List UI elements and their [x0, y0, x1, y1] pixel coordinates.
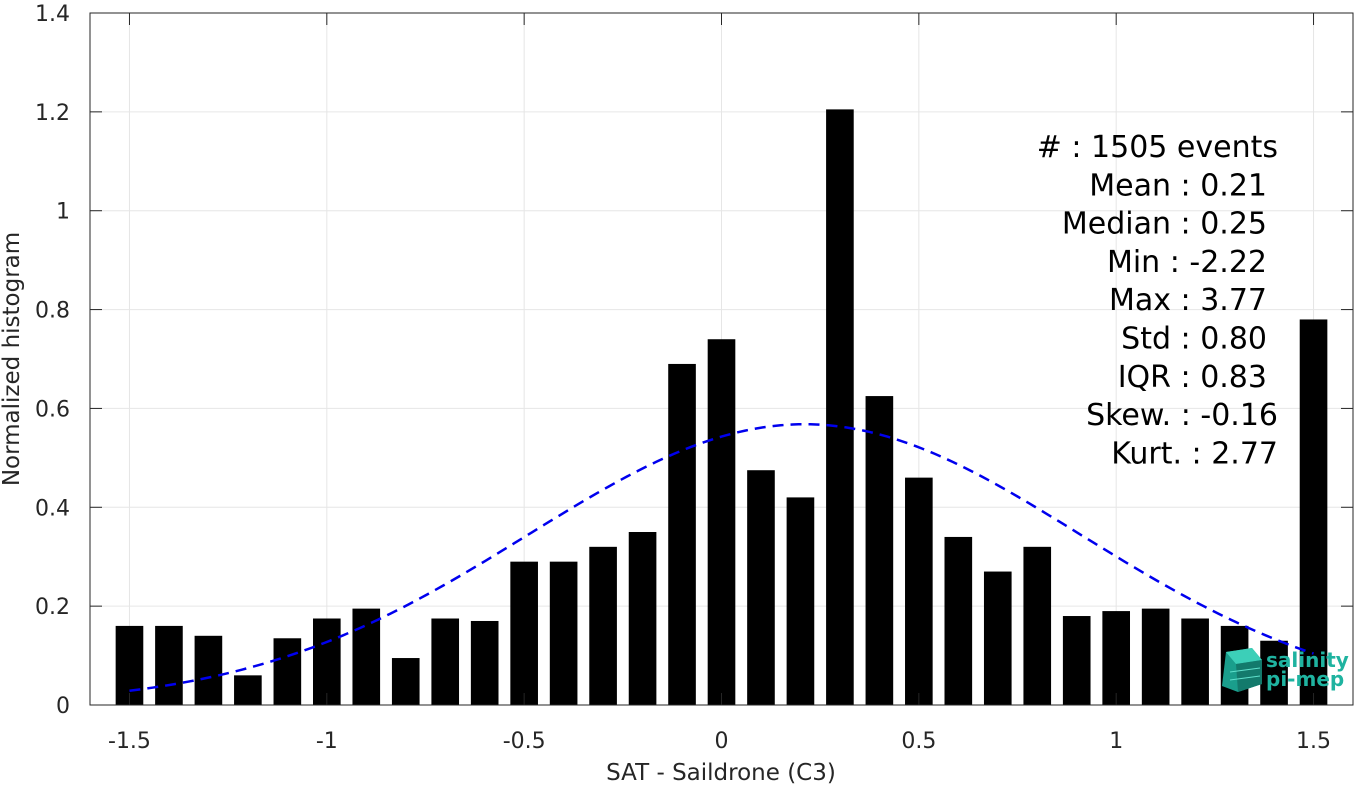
stats-line: Median : 0.25 [1062, 207, 1267, 242]
x-axis-label: SAT - Saildrone (C3) [606, 760, 836, 785]
histogram-bar [747, 470, 775, 705]
histogram-bar [786, 497, 815, 705]
y-tick-label: 1 [56, 200, 70, 225]
histogram-bar [470, 620, 499, 705]
histogram-bar [1299, 319, 1328, 705]
histogram-bar [1023, 546, 1052, 705]
histogram-bar [155, 625, 183, 705]
histogram-bar [312, 618, 341, 705]
stats-line: Skew. : -0.16 [1086, 398, 1278, 433]
x-tick-label: 1.5 [1296, 729, 1331, 754]
x-axis-ticks: -1.5 -1 -0.5 0 0.5 1 1.5 [108, 13, 1331, 754]
y-tick-label: 0 [56, 694, 70, 719]
x-tick-label: -0.5 [503, 729, 546, 754]
y-axis-ticks: 0 0.2 0.4 0.6 0.8 1 1.2 1.4 [35, 2, 1353, 719]
y-tick-label: 0.6 [35, 397, 70, 422]
logo-line1: salinity [1266, 648, 1349, 672]
histogram-bar [905, 477, 933, 705]
histogram-bars [115, 109, 1328, 705]
y-tick-label: 0.2 [35, 595, 70, 620]
histogram-bar [391, 658, 420, 705]
y-tick-label: 1.4 [35, 2, 70, 27]
histogram-bar [431, 618, 460, 705]
histogram-bar [865, 396, 894, 705]
histogram-bar [194, 635, 223, 705]
histogram-bar [1181, 618, 1209, 705]
logo-emblem-icon [1222, 648, 1262, 692]
x-tick-label: 0 [715, 729, 729, 754]
histogram-bar [510, 561, 538, 705]
normal-fit-curve [129, 422, 1314, 693]
histogram-bar [589, 546, 617, 705]
logo-line2: pi-mep [1266, 667, 1344, 691]
y-tick-label: 1.2 [35, 101, 70, 126]
histogram-bar [628, 532, 657, 705]
salinity-pi-mep-logo: salinity pi-mep [1222, 648, 1349, 692]
histogram-bar [549, 561, 578, 705]
stats-line: IQR : 0.83 [1118, 360, 1267, 395]
histogram-bar [826, 109, 854, 705]
histogram-bar [352, 608, 381, 705]
histogram-bar [944, 536, 973, 705]
stats-line: Max : 3.77 [1109, 283, 1267, 318]
x-tick-label: 0.5 [901, 729, 936, 754]
stats-line: Min : -2.22 [1107, 245, 1267, 280]
histogram-bar [668, 363, 696, 705]
y-axis-label: Normalized histogram [0, 232, 25, 486]
histogram-bar [1260, 640, 1288, 705]
stats-line: Mean : 0.21 [1089, 168, 1267, 203]
histogram-bar [234, 675, 262, 705]
x-tick-label: -1 [316, 729, 338, 754]
histogram-bar [1062, 616, 1091, 705]
y-tick-label: 0.8 [35, 299, 70, 324]
stats-line: Std : 0.80 [1121, 322, 1267, 357]
histogram-bar [983, 571, 1012, 705]
histogram-bar [1102, 611, 1131, 705]
histogram-bar [1141, 608, 1170, 705]
histogram-bar [273, 638, 302, 705]
x-tick-label: 1 [1109, 729, 1123, 754]
stats-line: # : 1505 events [1037, 130, 1278, 165]
stats-line: Kurt. : 2.77 [1111, 436, 1278, 471]
histogram-bar [707, 339, 736, 705]
histogram-bar [115, 625, 144, 705]
y-tick-label: 0.4 [35, 496, 70, 521]
x-tick-label: -1.5 [108, 729, 151, 754]
